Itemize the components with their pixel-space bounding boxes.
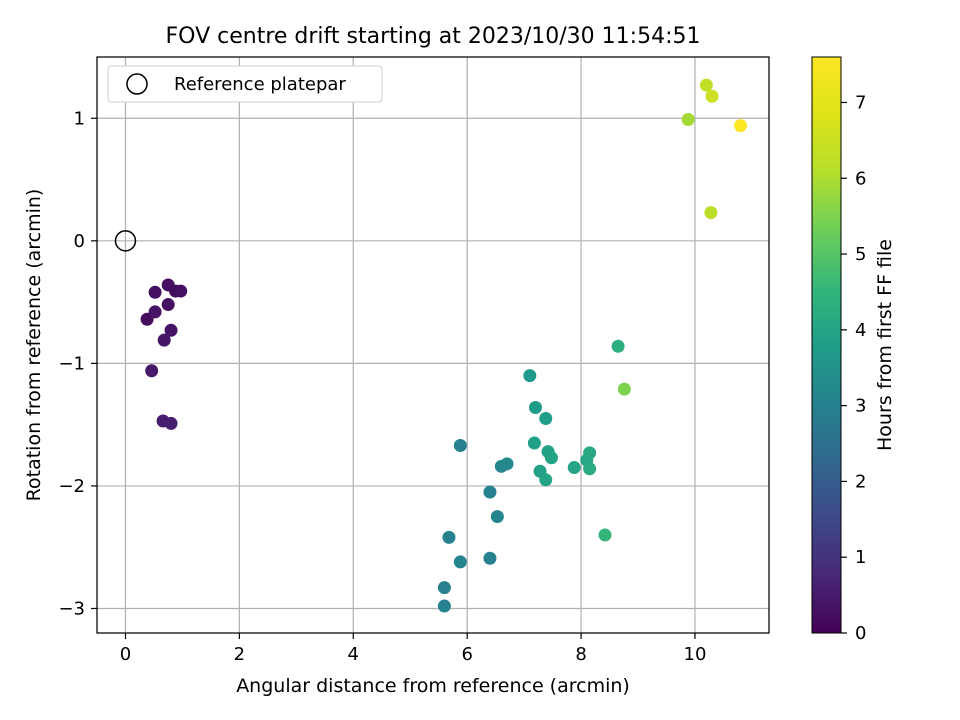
data-point [442, 530, 456, 544]
data-point [490, 510, 504, 524]
data-point [583, 462, 597, 476]
legend-marker-icon [126, 73, 148, 95]
data-point [699, 78, 713, 92]
data-point [539, 412, 553, 426]
y-tick-label: −3 [58, 598, 85, 619]
data-point [611, 339, 625, 353]
x-tick-label: 10 [684, 644, 707, 665]
grid [97, 57, 769, 633]
x-ticks: 0 2 4 6 8 10 [120, 633, 707, 665]
data-point [527, 436, 541, 450]
plot-area: 0 2 4 6 8 10 10−1−2−3 [58, 56, 770, 665]
x-tick-label: 4 [348, 644, 359, 665]
x-tick-label: 6 [461, 644, 472, 665]
colorbar-tick-label: 4 [855, 320, 866, 341]
data-point [483, 485, 497, 499]
x-axis-label: Angular distance from reference (arcmin) [236, 675, 630, 697]
colorbar-label: Hours from first FF file [874, 239, 896, 451]
data-point [164, 416, 178, 430]
x-tick-label: 2 [234, 644, 245, 665]
chart-title: FOV centre drift starting at 2023/10/30 … [166, 24, 701, 49]
legend-box [107, 65, 383, 103]
data-point [539, 473, 553, 487]
x-tick-label: 0 [120, 644, 131, 665]
data-point [523, 369, 537, 383]
data-point [617, 382, 631, 396]
data-point [453, 438, 467, 452]
data-point [598, 528, 612, 542]
y-tick-label: −1 [58, 353, 85, 374]
reference-marker [114, 230, 137, 252]
colorbar: 0 1 2 3 4 5 6 7 Hours from first FF file [811, 56, 896, 644]
y-tick-label: 0 [74, 231, 85, 252]
colorbar-tick-label: 0 [855, 623, 866, 644]
legend-label: Reference platepar [174, 74, 346, 95]
data-point [529, 401, 543, 415]
legend: Reference platepar [107, 65, 383, 103]
colorbar-tick-label: 7 [855, 92, 866, 113]
colorbar-tick-label: 5 [855, 244, 866, 265]
y-tick-label: 1 [74, 108, 85, 129]
data-point [453, 555, 467, 569]
colorbar-tick-label: 3 [855, 396, 866, 417]
plot-frame [96, 56, 770, 634]
data-point [174, 284, 188, 298]
colorbar-gradient [811, 56, 842, 634]
data-point [583, 446, 597, 460]
data-point [705, 89, 719, 103]
colorbar-tick-label: 1 [855, 547, 866, 568]
data-point [437, 599, 451, 613]
data-point [483, 551, 497, 565]
x-tick-label: 8 [575, 644, 586, 665]
colorbar-ticks: 0 1 2 3 4 5 6 7 [841, 92, 866, 644]
data-point [148, 305, 162, 319]
colorbar-tick-label: 2 [855, 471, 866, 492]
data-point [681, 113, 695, 127]
colorbar-tick-label: 6 [855, 168, 866, 189]
data-point [734, 119, 748, 133]
data-point [148, 285, 162, 299]
data-point [157, 333, 171, 347]
data-point [164, 323, 178, 337]
y-ticks: 1 0 −1 −2 −3 [58, 108, 97, 619]
reference-marker-group [114, 230, 137, 252]
data-point [500, 457, 514, 471]
y-tick-label: −2 [58, 476, 85, 497]
data-point [544, 451, 558, 465]
data-point [704, 206, 718, 220]
data-point [567, 461, 581, 475]
data-point [437, 581, 451, 595]
data-point [145, 364, 159, 378]
data-points [140, 78, 748, 613]
y-axis-label: Rotation from reference (arcmin) [23, 189, 45, 502]
data-point [161, 298, 175, 312]
